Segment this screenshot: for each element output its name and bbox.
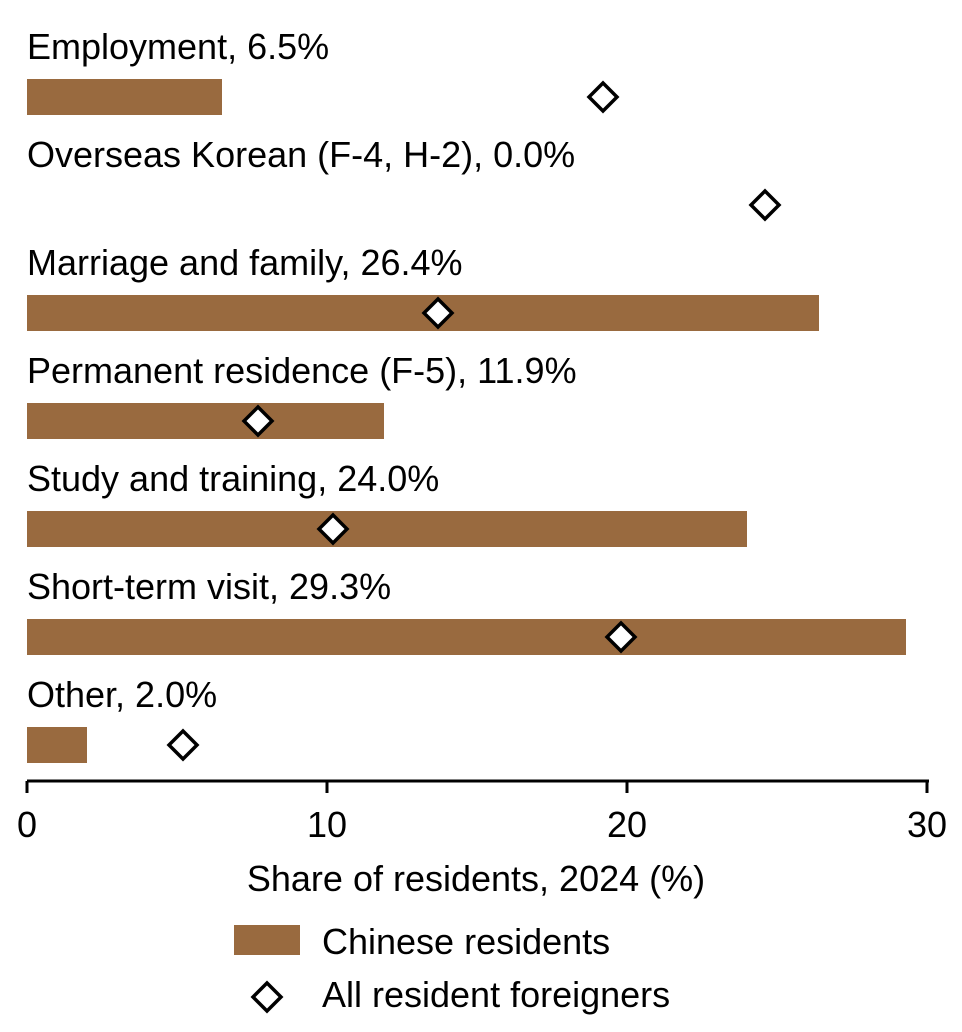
category-label-study-and-training: Study and training, 24.0% — [27, 458, 439, 499]
x-ticks: 0 10 20 30 — [17, 781, 947, 845]
category-label-other: Other, 2.0% — [27, 674, 217, 715]
marker-employment — [586, 80, 620, 114]
x-axis-title: Share of residents, 2024 (%) — [247, 858, 705, 899]
x-tick-label: 20 — [607, 804, 647, 845]
legend-swatch-chinese-residents — [234, 925, 300, 955]
category-label-short-term-visit: Short-term visit, 29.3% — [27, 566, 391, 607]
x-tick-label: 10 — [307, 804, 347, 845]
legend-diamond-icon — [250, 980, 284, 1014]
marker-short-term-visit — [604, 620, 638, 654]
legend-label-all-resident-foreigners: All resident foreigners — [322, 974, 670, 1015]
x-tick-label: 0 — [17, 804, 37, 845]
marker-study-and-training — [316, 512, 350, 546]
category-label-permanent-residence-f-5: Permanent residence (F-5), 11.9% — [27, 350, 577, 391]
marker-other — [166, 728, 200, 762]
category-label-overseas-korean-f-4-h-2: Overseas Korean (F-4, H-2), 0.0% — [27, 134, 575, 175]
legend: Chinese residents All resident foreigner… — [234, 921, 670, 1015]
marker-marriage-and-family — [421, 296, 455, 330]
bar-study-and-training — [27, 511, 747, 547]
bar-short-term-visit — [27, 619, 906, 655]
category-label-marriage-and-family: Marriage and family, 26.4% — [27, 242, 463, 283]
bar-other — [27, 727, 87, 763]
bar-employment — [27, 79, 222, 115]
plot-area: Employment, 6.5% Overseas Korean (F-4, H-… — [27, 26, 906, 763]
bar-permanent-residence-f-5 — [27, 403, 384, 439]
category-label-employment: Employment, 6.5% — [27, 26, 329, 67]
marker-permanent-residence-f-5 — [241, 404, 275, 438]
marker-overseas-korean-f-4-h-2 — [748, 188, 782, 222]
x-tick-label: 30 — [907, 804, 947, 845]
legend-label-chinese-residents: Chinese residents — [322, 921, 610, 962]
